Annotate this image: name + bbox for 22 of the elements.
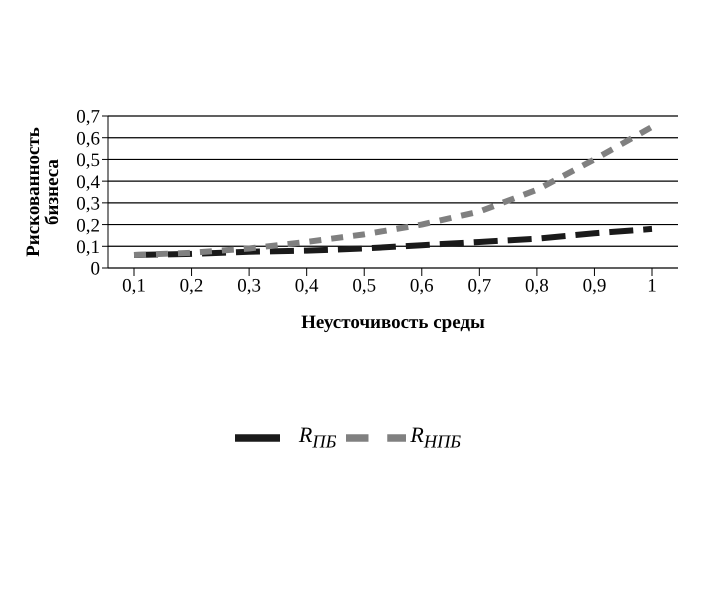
x-tick-label: 0,9: [582, 275, 606, 296]
x-tick-label: 0,3: [237, 275, 261, 296]
y-tick-label: 0: [90, 258, 100, 280]
legend-label: R$_{НПБ}$: [410, 422, 462, 452]
y-tick-label: 0,2: [76, 215, 100, 236]
x-tick-label: 0,5: [352, 275, 376, 296]
x-tick-label: 0,8: [525, 275, 549, 296]
y-axis-title: Рискованность бизнеса: [23, 127, 64, 257]
x-tick-label: 0,6: [410, 275, 434, 296]
y-tick-label: 0,7: [76, 106, 100, 128]
legend-label: R$_{ПБ}$: [298, 422, 336, 452]
x-axis-title: Неусточивость среды: [301, 312, 485, 333]
y-tick-label: 0,3: [76, 194, 100, 215]
x-tick-label: 0,1: [122, 275, 146, 296]
y-tick-label: 0,4: [76, 172, 100, 193]
y-tick-label: 0,1: [76, 237, 100, 258]
x-tick-label: 0,2: [180, 275, 204, 296]
x-tick-label: 1: [647, 275, 657, 296]
x-tick-label: 0,7: [467, 275, 492, 296]
y-tick-label: 0,5: [76, 150, 100, 172]
x-tick-label: 0,4: [294, 275, 320, 296]
y-tick-label: 0,6: [76, 128, 100, 150]
